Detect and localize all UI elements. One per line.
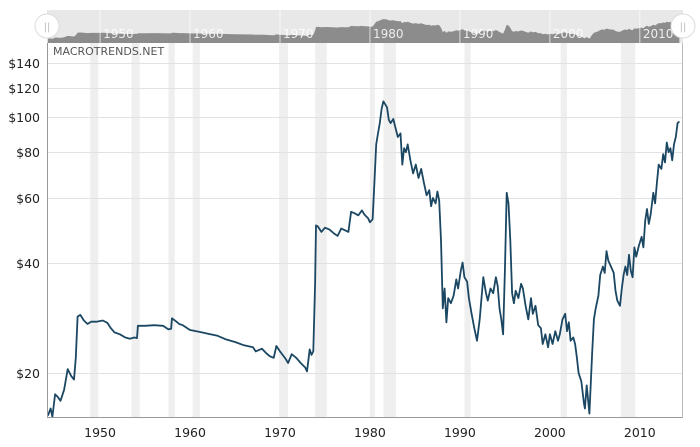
x-tick-label: 1950 [84,425,116,440]
x-tick-label: 1980 [354,425,386,440]
x-tick-label: 2010 [624,425,656,440]
recession-band [620,43,636,417]
recession-band [369,43,375,417]
x-axis-labels: 1950 1960 1970 1980 1990 2000 2010 [84,425,656,440]
y-tick-label: $140 [8,56,40,71]
navigator-year-label: 1950 [103,27,134,41]
price-line [47,100,680,418]
y-axis-labels: $140 $120 $100 $80 $60 $40 $20 [8,56,40,381]
navigator-year-label: 1970 [283,27,314,41]
navigator-year-label: 1960 [193,27,224,41]
navigator-left-handle[interactable]: || [34,13,60,39]
navigator-year-label: 1980 [373,27,404,41]
navigator-year-label: 1990 [463,27,494,41]
recession-bands [90,43,636,417]
x-tick-label: 1970 [264,425,296,440]
y-tick-label: $60 [16,191,40,206]
navigator-right-handle[interactable]: || [670,13,696,39]
y-tick-label: $80 [16,145,40,160]
handle-grip-icon: || [680,22,687,33]
recession-band [383,43,397,417]
recession-band [279,43,289,417]
y-tick-label: $100 [8,110,40,125]
navigator[interactable]: 1950 1960 1970 1980 1990 2000 2010 || || [34,10,696,43]
y-tick-label: $120 [8,81,40,96]
handle-grip-icon: || [44,22,51,33]
y-tick-label: $40 [16,256,40,271]
recession-band [192,43,200,417]
recession-band [90,43,99,417]
gridlines [47,63,683,374]
recession-band [464,43,471,417]
recession-band [168,43,175,417]
navigator-year-label: 2000 [553,27,584,41]
x-tick-label: 2000 [534,425,566,440]
y-tick-label: $20 [16,366,40,381]
navigator-year-labels: 1950 1960 1970 1980 1990 2000 2010 [99,10,674,43]
navigator-area [47,19,680,43]
x-tick-label: 1960 [174,425,206,440]
recession-band [131,43,140,417]
x-tick-label: 1990 [444,425,476,440]
watermark: MACROTRENDS.NET [53,45,164,58]
navigator-year-label: 2010 [643,27,674,41]
recession-band [560,43,567,417]
